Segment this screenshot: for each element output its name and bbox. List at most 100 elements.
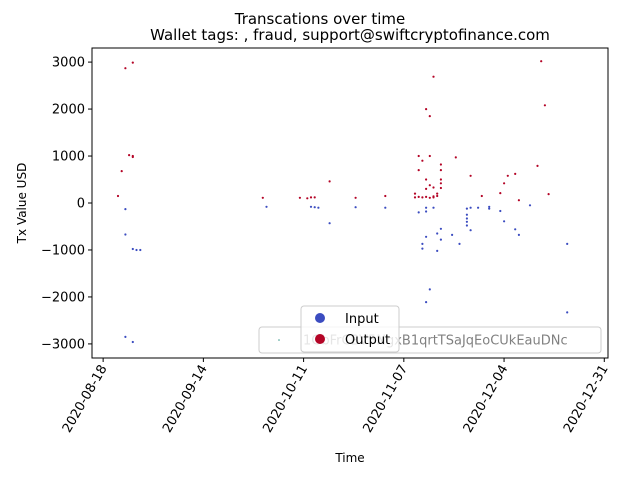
y-tick-label: 3000 <box>52 56 85 71</box>
data-point-output <box>425 187 428 190</box>
data-point-input <box>417 211 420 214</box>
data-point-output <box>432 196 435 199</box>
chart-subtitle: Wallet tags: , fraud, support@swiftcrypt… <box>150 26 550 44</box>
data-point-output <box>298 196 301 199</box>
data-point-input <box>465 207 468 210</box>
data-point-input <box>432 206 435 209</box>
data-point-output <box>131 61 134 64</box>
data-point-output <box>439 169 442 172</box>
data-point-output <box>517 199 521 202</box>
data-point-input <box>354 206 357 209</box>
y-axis-label: Tx Value USD <box>15 163 29 245</box>
data-point-output <box>417 169 420 172</box>
data-point-output <box>413 192 417 195</box>
data-point-output <box>413 196 417 199</box>
x-tick-label: 2020-12-31 <box>561 363 612 436</box>
data-point-output <box>428 196 431 199</box>
data-point-output <box>124 67 127 70</box>
data-point-output <box>499 192 502 195</box>
legend-output-marker <box>315 334 325 344</box>
data-point-output <box>439 163 442 166</box>
data-point-output <box>536 164 539 167</box>
data-point-input <box>528 204 532 207</box>
x-axis-label: Time <box>334 451 364 465</box>
data-point-output <box>313 196 316 199</box>
y-tick-label: −3000 <box>41 337 85 352</box>
data-point-input <box>428 288 431 291</box>
data-point-output <box>540 60 543 63</box>
data-point-output <box>417 195 420 198</box>
data-point-input <box>425 301 428 304</box>
chart-title: Transcations over time <box>234 10 406 28</box>
data-point-output <box>428 184 431 187</box>
x-tick-label: 2020-10-11 <box>260 363 311 436</box>
data-point-output <box>421 196 424 199</box>
data-point-output <box>116 194 120 198</box>
data-point-output <box>436 194 439 198</box>
data-point-output <box>261 196 264 199</box>
legend-frame <box>300 305 400 353</box>
data-point-input <box>124 335 127 338</box>
data-point-input <box>265 205 268 208</box>
y-tick-label: −1000 <box>41 243 85 258</box>
y-tick-label: 0 <box>77 197 85 212</box>
data-point-output <box>425 195 428 198</box>
data-point-input <box>458 242 461 245</box>
data-point-input <box>425 235 428 238</box>
data-point-input <box>439 227 442 230</box>
data-point-output <box>432 75 435 78</box>
data-point-input <box>517 233 521 236</box>
legend: Input Output <box>300 305 400 353</box>
data-point-input <box>465 217 468 220</box>
data-point-input <box>503 220 506 223</box>
points-layer <box>116 60 569 344</box>
data-point-output <box>384 194 387 198</box>
data-point-input <box>425 210 428 213</box>
x-tick-label: 2020-11-07 <box>361 363 412 436</box>
legend-output-label: Output <box>345 333 390 348</box>
data-point-input <box>514 228 517 231</box>
data-point-output <box>428 154 431 158</box>
data-point-input <box>309 205 313 208</box>
legend-input-label: Input <box>345 312 379 327</box>
data-point-input <box>451 233 454 236</box>
data-point-output <box>120 170 123 173</box>
data-point-output <box>480 194 483 198</box>
data-point-output <box>543 104 547 107</box>
data-point-output <box>306 197 309 200</box>
data-point-output <box>131 154 134 158</box>
data-point-input <box>465 213 468 216</box>
legend-input-marker <box>315 313 325 323</box>
data-point-output <box>425 108 428 111</box>
data-point-output <box>454 156 457 159</box>
data-point-input <box>488 205 491 208</box>
data-point-output <box>439 182 442 185</box>
data-point-input <box>488 207 491 210</box>
data-point-input <box>425 206 428 209</box>
data-point-output <box>421 159 424 162</box>
data-point-output <box>439 178 442 181</box>
data-point-output <box>506 174 509 177</box>
data-point-input <box>124 208 127 211</box>
x-tick-label: 2020-08-18 <box>60 363 111 436</box>
x-tick-label: 2020-12-04 <box>461 363 512 436</box>
data-point-input <box>131 247 134 251</box>
data-point-input <box>328 222 331 225</box>
data-point-input <box>436 249 439 252</box>
data-point-input <box>465 224 468 227</box>
data-point-input <box>439 238 442 241</box>
x-axis: 2020-08-18 2020-09-14 2020-10-11 2020-11-07… <box>60 358 612 435</box>
data-point-input <box>421 247 424 250</box>
data-point-input <box>317 206 320 209</box>
data-point-output <box>309 196 313 199</box>
data-point-output <box>439 186 442 190</box>
data-point-output <box>328 180 331 183</box>
data-point-output <box>417 154 420 158</box>
data-point-output <box>354 196 357 199</box>
data-point-input <box>465 220 468 223</box>
data-point-input <box>313 206 316 209</box>
data-point-output <box>469 174 472 177</box>
data-point-output <box>503 182 506 185</box>
data-point-input <box>566 311 569 314</box>
